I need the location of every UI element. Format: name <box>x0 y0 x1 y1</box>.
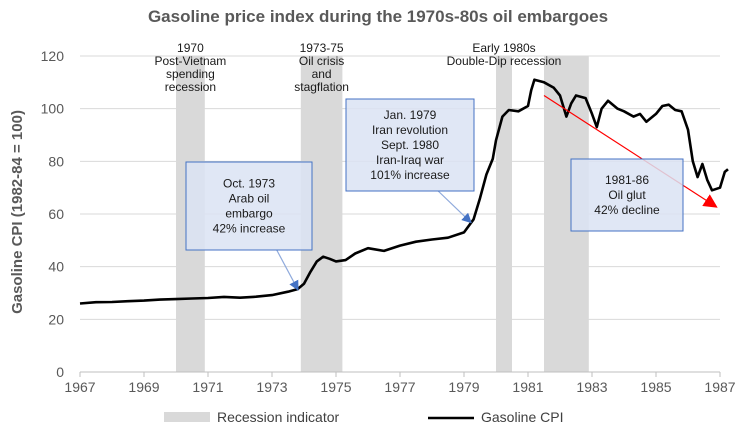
annotation-text: 42% decline <box>594 203 660 217</box>
chart-title: Gasoline price index during the 1970s-80… <box>148 7 608 26</box>
gasoline-cpi-line <box>79 78 729 305</box>
trend-arrow <box>543 94 718 208</box>
x-tick-label: 1973 <box>256 379 287 395</box>
annotation-text: Iran revolution <box>372 123 448 137</box>
annotation-text: Sept. 1980 <box>381 138 439 152</box>
y-tick-label: 120 <box>41 48 65 64</box>
annotation-text: Oct. 1973 <box>223 177 275 191</box>
annotation-text: Arab oil <box>229 192 270 206</box>
annotation-text: Oil glut <box>608 188 646 202</box>
x-tick-label: 1983 <box>576 379 607 395</box>
x-tick-label: 1979 <box>448 379 479 395</box>
x-tick-label: 1975 <box>320 379 351 395</box>
annotation-text: Jan. 1979 <box>384 108 437 122</box>
y-tick-label: 40 <box>48 259 64 275</box>
x-tick-label: 1967 <box>64 379 95 395</box>
recession-label: 1973-75 <box>300 41 344 55</box>
annotation-arrow <box>437 190 472 224</box>
annotation-text: 42% increase <box>213 222 286 236</box>
annotation-text: 101% increase <box>370 168 450 182</box>
recession-label: stagflation <box>294 80 349 94</box>
y-tick-label: 80 <box>48 153 64 169</box>
annotation-text: 1981-86 <box>605 173 649 187</box>
x-tick-label: 1971 <box>192 379 223 395</box>
x-tick-label: 1987 <box>704 379 735 395</box>
annotation-box <box>345 98 475 192</box>
x-tick-label: 1969 <box>128 379 159 395</box>
axes: 1967 1969 1971 1973 1975 1977 1979 1981 1983 1985… <box>41 48 736 395</box>
recession-label: Double-Dip recession <box>447 54 562 68</box>
annotation-arrow <box>276 249 299 291</box>
y-tick-label: 60 <box>48 206 64 222</box>
annotation-text: Iran-Iraq war <box>376 153 444 167</box>
annotation-box <box>570 158 684 232</box>
x-tick-label: 1985 <box>640 379 671 395</box>
annotation-text: embargo <box>225 207 273 221</box>
series-layer <box>79 78 729 305</box>
y-tick-label: 20 <box>48 311 64 327</box>
recession-label: Early 1980s <box>472 41 535 55</box>
legend-swatch-recession <box>164 412 210 422</box>
y-tick-label: 100 <box>41 101 65 117</box>
annotation-box <box>185 161 313 251</box>
recession-label: Post-Vietnam <box>154 54 226 68</box>
legend: Recession indicator Gasoline CPI <box>164 409 563 425</box>
y-axis-label: Gasoline CPI (1982-84 = 100) <box>9 110 26 314</box>
recession-label: Oil crisis <box>299 54 344 68</box>
legend-label-recession: Recession indicator <box>217 409 340 425</box>
y-tick-label: 0 <box>56 364 64 380</box>
recession-label: spending <box>166 67 215 81</box>
recession-label: recession <box>165 80 216 94</box>
legend-label-cpi: Gasoline CPI <box>481 409 563 425</box>
x-tick-label: 1977 <box>384 379 415 395</box>
x-tick-label: 1981 <box>512 379 543 395</box>
recession-label: 1970 <box>177 41 204 55</box>
recession-label: and <box>312 67 332 81</box>
